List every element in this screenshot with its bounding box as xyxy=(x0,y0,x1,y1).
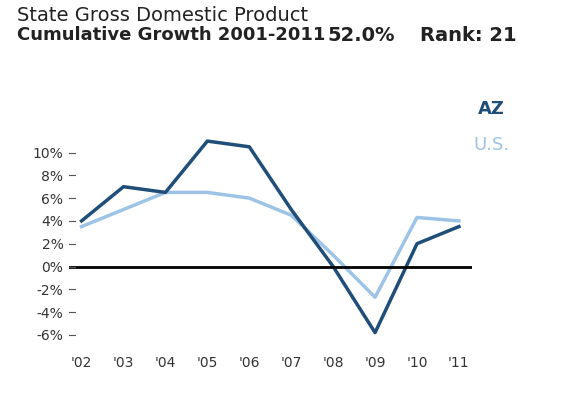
Text: U.S.: U.S. xyxy=(474,136,509,154)
Text: Rank: 21: Rank: 21 xyxy=(420,26,516,45)
Text: 52.0%: 52.0% xyxy=(328,26,395,45)
Text: State Gross Domestic Product: State Gross Domestic Product xyxy=(17,6,308,25)
Text: Cumulative Growth 2001-2011: Cumulative Growth 2001-2011 xyxy=(17,26,325,44)
Text: AZ: AZ xyxy=(478,100,505,118)
